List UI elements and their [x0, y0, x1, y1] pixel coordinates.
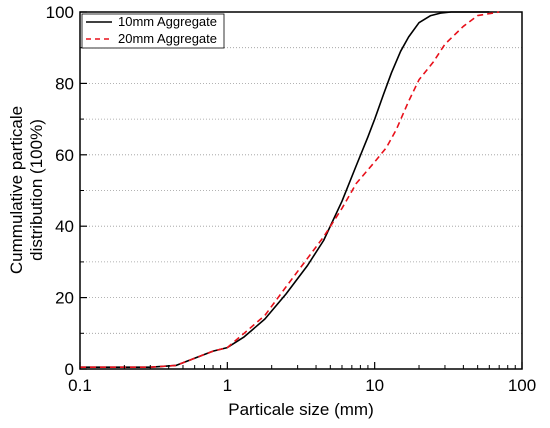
legend-label-10mm: 10mm Aggregate	[118, 14, 217, 29]
x-axis-title: Particale size (mm)	[228, 400, 373, 419]
x-tick-label: 1	[223, 376, 232, 395]
x-tick-label: 10	[365, 376, 384, 395]
series-line-10mm-aggregate	[80, 11, 490, 369]
y-tick-label: 100	[46, 3, 74, 22]
legend: 10mm Aggregate 20mm Aggregate	[81, 13, 225, 49]
x-tick-label: 100	[508, 376, 536, 395]
y-tick-label: 0	[65, 360, 74, 379]
legend-box	[81, 13, 225, 49]
y-axis-title-line-2: distribution (100%)	[27, 119, 46, 261]
series-line-20mm-aggregate	[80, 11, 500, 369]
axis-ticks: 0 20 40 60 80 100 0.1 1 10 100	[46, 3, 537, 395]
y-axis-title-line-1: Cummulative particale	[7, 106, 26, 274]
gridlines	[80, 47, 522, 334]
y-tick-label: 20	[55, 289, 74, 308]
y-tick-label: 60	[55, 146, 74, 165]
x-tick-label: 0.1	[68, 376, 92, 395]
y-tick-label: 80	[55, 74, 74, 93]
legend-label-20mm: 20mm Aggregate	[118, 31, 217, 46]
y-tick-label: 40	[55, 217, 74, 236]
series-lines	[80, 11, 500, 369]
